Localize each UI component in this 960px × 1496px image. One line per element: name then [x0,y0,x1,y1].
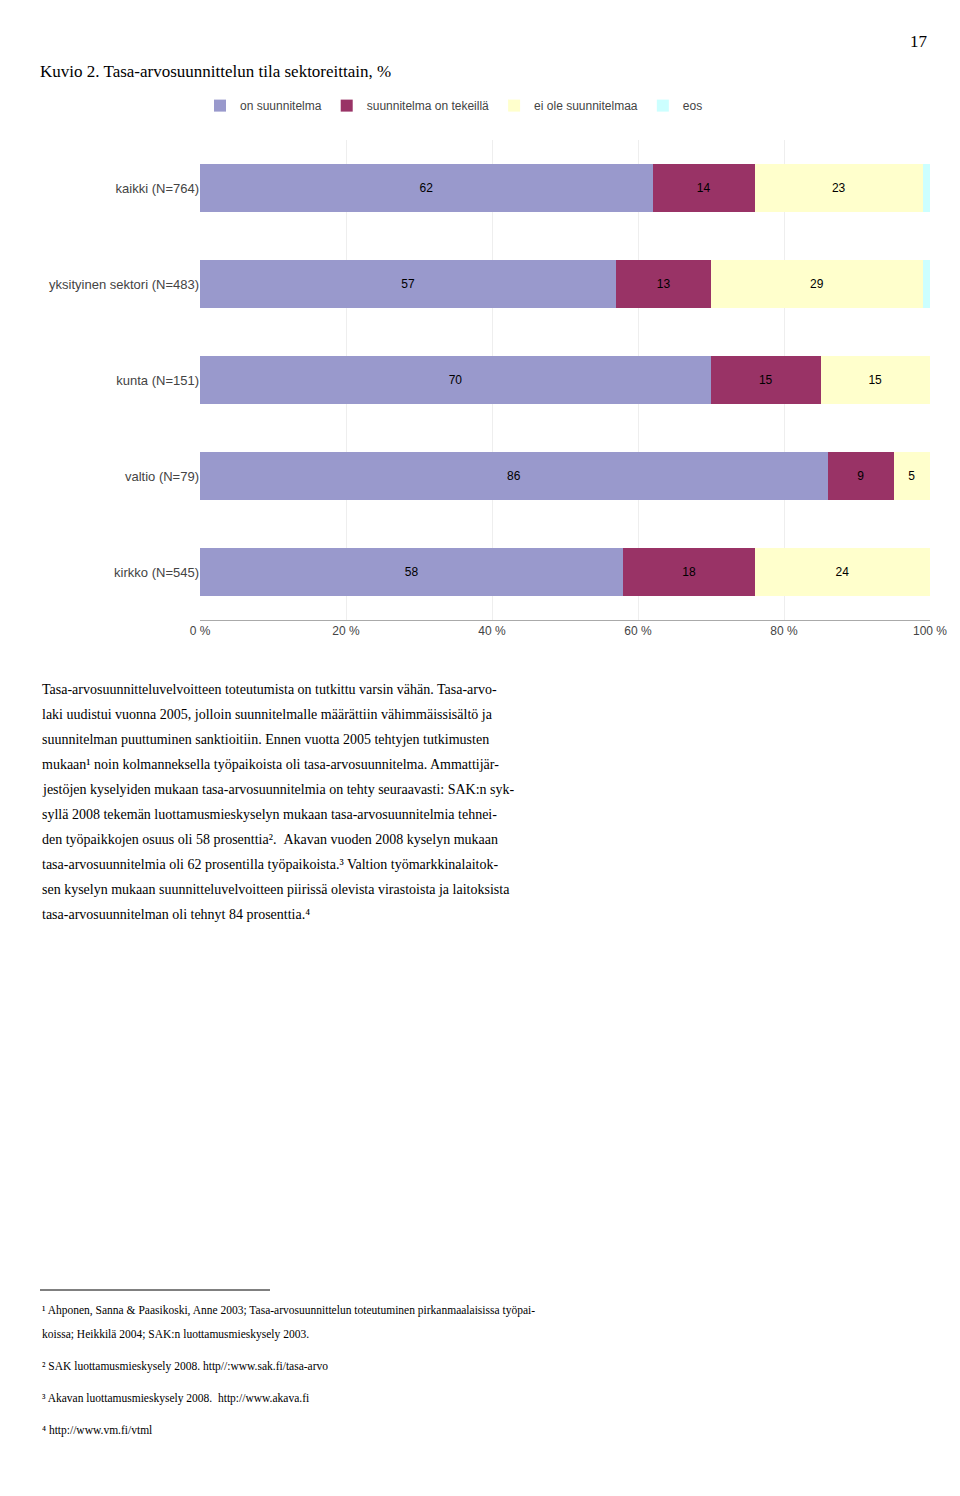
svg-text:kaikki (N=764): kaikki (N=764) [116,181,199,196]
svg-text:24: 24 [836,565,850,579]
svg-text:den työpaikkojen osuus oli 58: den työpaikkojen osuus oli 58 prosenttia… [42,832,498,847]
svg-text:9: 9 [857,469,864,483]
svg-text:23: 23 [832,181,846,195]
svg-text:60 %: 60 % [624,624,652,638]
svg-text:29: 29 [810,277,824,291]
svg-text:20 %: 20 % [332,624,360,638]
svg-text:tasa-arvosuunnitelman oli tehn: tasa-arvosuunnitelman oli tehnyt 84 pros… [42,907,310,922]
svg-text:57: 57 [401,277,415,291]
svg-text:on suunnitelma: on suunnitelma [240,99,322,113]
svg-text:15: 15 [868,373,882,387]
svg-text:syllä 2008 tekemän luottamusmi: syllä 2008 tekemän luottamusmieskyselyn … [42,807,497,822]
svg-text:40 %: 40 % [478,624,506,638]
svg-text:³ Akavan luottamusmieskysely 2: ³ Akavan luottamusmieskysely 2008. http:… [42,1392,309,1405]
svg-text:suunnitelma on tekeillä: suunnitelma on tekeillä [367,99,489,113]
svg-text:0 %: 0 % [190,624,211,638]
svg-text:yksityinen sektori (N=483): yksityinen sektori (N=483) [49,277,199,292]
svg-text:jestöjen kyselyiden mukaan tas: jestöjen kyselyiden mukaan tasa-arvosuun… [42,782,515,797]
svg-text:17: 17 [910,32,928,51]
svg-text:kirkko (N=545): kirkko (N=545) [114,565,199,580]
svg-text:eos: eos [683,99,702,113]
svg-text:mukaan¹ noin kolmanneksella ty: mukaan¹ noin kolmanneksella työpaikoista… [42,757,499,772]
svg-text:5: 5 [908,469,915,483]
svg-text:Kuvio 2. Tasa-arvosuunnittelun: Kuvio 2. Tasa-arvosuunnittelun tila sekt… [40,62,391,81]
svg-text:100 %: 100 % [913,624,947,638]
svg-text:¹ Ahponen, Sanna & Paasikoski,: ¹ Ahponen, Sanna & Paasikoski, Anne 2003… [42,1304,535,1317]
svg-text:ei ole suunnitelmaa: ei ole suunnitelmaa [534,99,638,113]
svg-text:13: 13 [657,277,671,291]
svg-text:sen kyselyn mukaan suunnittelu: sen kyselyn mukaan suunnitteluvelvoittee… [42,882,510,897]
svg-text:suunnitelman puuttuminen sankt: suunnitelman puuttuminen sanktioitiin. E… [42,732,489,747]
svg-text:86: 86 [507,469,521,483]
svg-text:Tasa-arvosuunnitteluvelvoittee: Tasa-arvosuunnitteluvelvoitteen toteutum… [42,682,497,697]
svg-text:58: 58 [405,565,419,579]
svg-text:15: 15 [759,373,773,387]
svg-text:valtio (N=79): valtio (N=79) [125,469,199,484]
svg-text:tasa-arvosuunnitelmia oli 62 p: tasa-arvosuunnitelmia oli 62 prosentilla… [42,857,498,872]
svg-text:⁴ http://www.vm.fi/vtml: ⁴ http://www.vm.fi/vtml [42,1424,152,1437]
svg-text:² SAK luottamusmieskysely 2008: ² SAK luottamusmieskysely 2008. http//:w… [42,1360,328,1373]
svg-text:14: 14 [697,181,711,195]
svg-text:kunta (N=151): kunta (N=151) [116,373,199,388]
svg-text:18: 18 [682,565,696,579]
svg-text:70: 70 [449,373,463,387]
svg-text:koissa; Heikkilä 2004; SAK:n l: koissa; Heikkilä 2004; SAK:n luottamusmi… [42,1328,309,1341]
svg-text:62: 62 [419,181,433,195]
svg-text:laki uudistui vuonna 2005, jol: laki uudistui vuonna 2005, jolloin suunn… [42,707,493,722]
svg-text:80 %: 80 % [770,624,798,638]
